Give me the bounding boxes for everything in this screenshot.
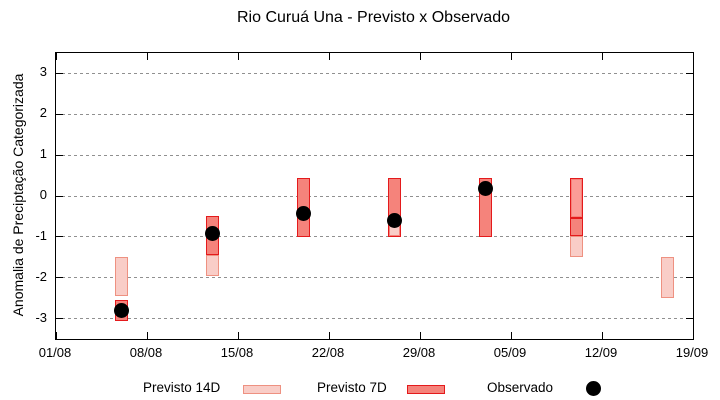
legend-observado-dot-icon [586, 381, 601, 396]
y-tick-label: 1 [39, 146, 47, 162]
y-tick-left [56, 277, 63, 279]
y-tick-right [686, 236, 693, 238]
x-tick-label: 01/08 [38, 345, 72, 360]
chart-title: Rio Curuá Una - Previsto x Observado [237, 9, 510, 26]
previsto-overlap-segment [571, 179, 581, 216]
y-tick-label: -2 [35, 268, 47, 284]
x-tick-bottom [146, 332, 148, 339]
y-tick-label: -3 [35, 309, 47, 325]
x-tick-bottom [328, 332, 330, 339]
x-tick-top [601, 53, 603, 60]
y-tick-right [686, 72, 693, 74]
y-tick-label: -1 [35, 227, 47, 243]
previsto-7d-divider [569, 216, 583, 219]
x-tick-top [510, 53, 512, 60]
x-tick-bottom [510, 332, 512, 339]
x-tick-bottom [55, 332, 57, 339]
gridline-y--3 [56, 318, 693, 320]
y-tick-label: 0 [39, 187, 47, 202]
y-tick-left [56, 154, 63, 156]
y-tick-right [686, 195, 693, 197]
x-tick-bottom [419, 332, 421, 339]
previsto-14d-box [114, 257, 128, 297]
legend-swatch-previsto-7d-icon [407, 385, 445, 394]
legend-label-previsto-7d: Previsto 7D [317, 380, 387, 395]
previsto-14d-box [569, 235, 583, 258]
y-tick-right [686, 277, 693, 279]
gridline-y-2 [56, 113, 693, 115]
gridline-y-0 [56, 195, 693, 197]
gridline-y--1 [56, 236, 693, 238]
x-tick-bottom [237, 332, 239, 339]
x-tick-label: 19/09 [675, 345, 709, 360]
gridline-y-1 [56, 154, 693, 156]
x-tick-label: 22/08 [311, 345, 345, 360]
x-tick-label: 15/08 [220, 345, 254, 360]
gridline-y-3 [56, 72, 693, 74]
y-tick-label: 3 [39, 64, 47, 80]
y-tick-right [686, 113, 693, 115]
x-tick-bottom [601, 332, 603, 339]
y-tick-left [56, 318, 63, 320]
y-tick-right [686, 318, 693, 320]
observado-dot [204, 226, 220, 242]
previsto-14d-box [660, 257, 674, 299]
x-tick-top [146, 53, 148, 60]
gridline-y--2 [56, 277, 693, 279]
x-tick-label: 12/09 [584, 345, 618, 360]
x-tick-top [328, 53, 330, 60]
previsto-overlap-segment [389, 226, 399, 235]
x-tick-label: 29/08 [402, 345, 436, 360]
observado-dot [386, 213, 402, 228]
x-tick-top [55, 53, 57, 60]
x-tick-top [237, 53, 239, 60]
y-tick-left [56, 236, 63, 238]
y-tick-label: 2 [39, 105, 47, 121]
x-tick-label: 05/09 [493, 345, 527, 360]
y-tick-left [56, 113, 63, 115]
y-tick-left [56, 72, 63, 74]
legend-swatch-previsto-14d-icon [243, 385, 281, 394]
y-tick-right [686, 154, 693, 156]
x-tick-top [692, 53, 694, 60]
legend-label-previsto-14d: Previsto 14D [143, 380, 221, 395]
x-tick-top [419, 53, 421, 60]
x-tick-label: 08/08 [129, 345, 163, 360]
x-tick-bottom [692, 332, 694, 339]
observado-dot [113, 302, 129, 318]
observado-dot [295, 206, 311, 222]
plot-area [55, 52, 694, 340]
y-tick-left [56, 195, 63, 197]
previsto-14d-box [205, 255, 219, 276]
legend-label-observado: Observado [487, 380, 554, 395]
observado-dot [477, 181, 493, 197]
